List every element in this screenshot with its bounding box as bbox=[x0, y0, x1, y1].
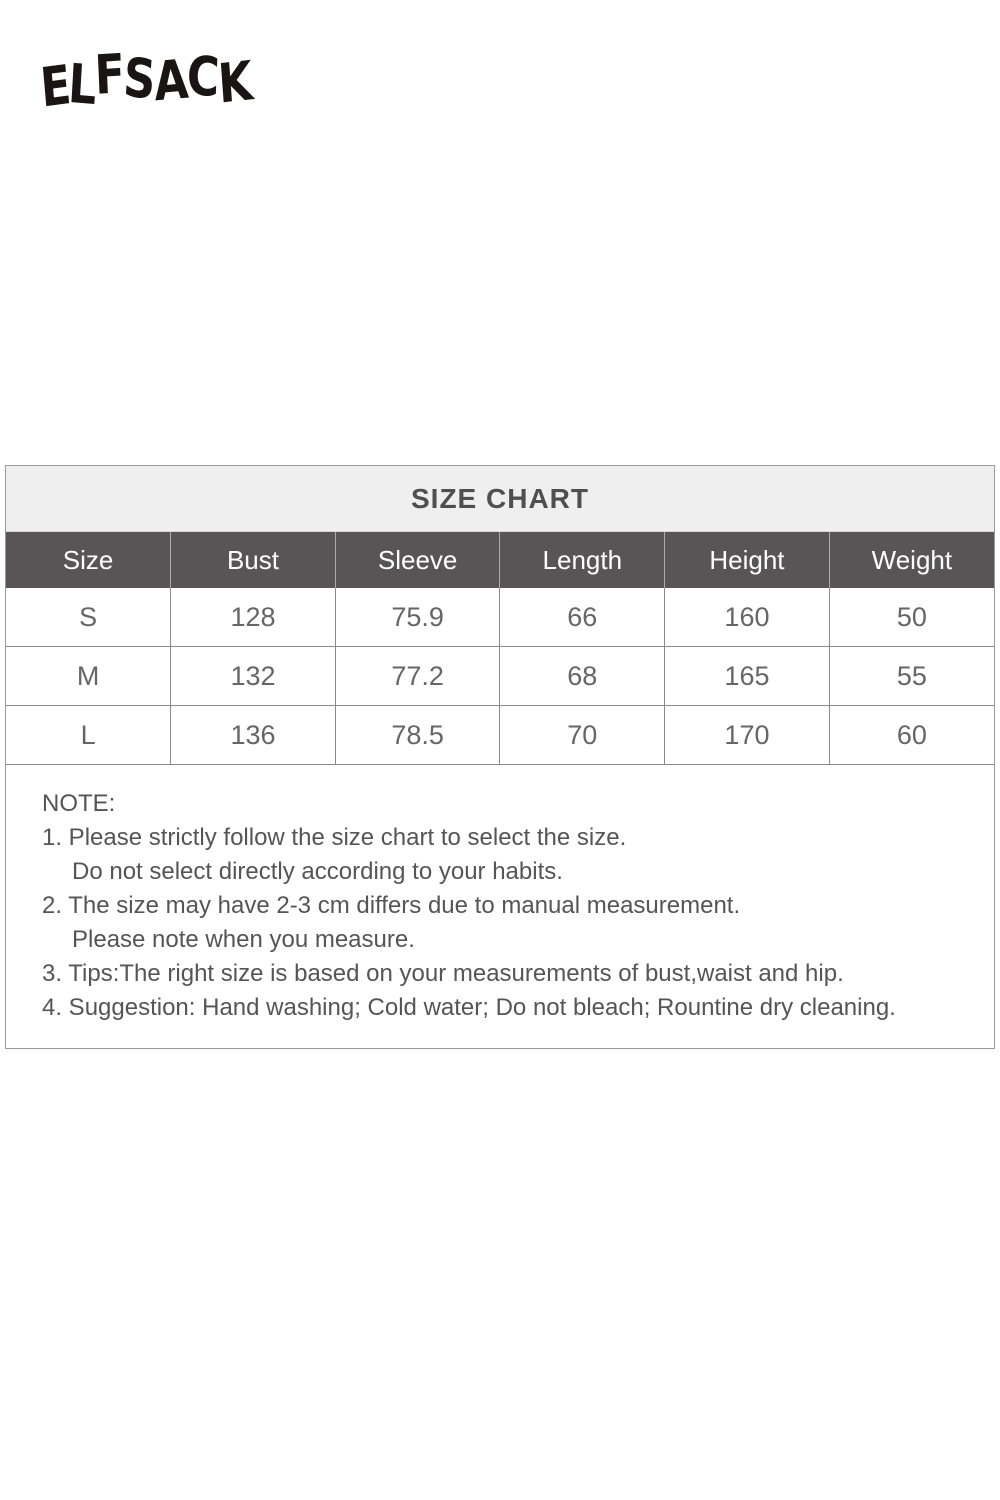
table-cell: 160 bbox=[664, 588, 830, 647]
table-cell: 68 bbox=[499, 646, 666, 706]
table-cell: L bbox=[6, 705, 172, 765]
note-line: Do not select directly according to your… bbox=[72, 858, 563, 885]
note-line: 2. The size may have 2-3 cm differs due … bbox=[42, 892, 741, 919]
size-chart-title: SIZE CHART bbox=[6, 466, 994, 532]
logo-text: ELFSACK bbox=[38, 42, 253, 120]
column-header: Bust bbox=[170, 532, 336, 588]
table-cell: 50 bbox=[829, 588, 994, 647]
table-cell: 165 bbox=[664, 646, 830, 706]
table-cell: 60 bbox=[829, 705, 994, 765]
table-cell: 136 bbox=[170, 705, 336, 765]
column-header: Sleeve bbox=[335, 532, 501, 588]
table-cell: 66 bbox=[499, 588, 666, 647]
notes-section: NOTE: 1. Please strictly follow the size… bbox=[6, 765, 994, 1025]
note-line: 1. Please strictly follow the size chart… bbox=[42, 824, 627, 851]
brand-logo: ELFSACK bbox=[38, 42, 253, 119]
column-header: Size bbox=[6, 532, 172, 588]
size-chart: SIZE CHART Size Bust Sleeve Length Heigh… bbox=[5, 465, 995, 1049]
column-header: Weight bbox=[829, 532, 994, 588]
note-line: 4. Suggestion: Hand washing; Cold water;… bbox=[42, 994, 896, 1021]
table-cell: 70 bbox=[499, 705, 666, 765]
table-cell: 170 bbox=[664, 705, 830, 765]
table-row: M 132 77.2 68 165 55 bbox=[6, 646, 994, 706]
table-row: S 128 75.9 66 160 50 bbox=[6, 588, 994, 647]
table-cell: M bbox=[6, 646, 172, 706]
table-cell: 78.5 bbox=[335, 705, 501, 765]
table-row: L 136 78.5 70 170 60 bbox=[6, 705, 994, 765]
column-header: Length bbox=[499, 532, 666, 588]
table-cell: 55 bbox=[829, 646, 994, 706]
column-header: Height bbox=[664, 532, 830, 588]
notes-heading: NOTE: bbox=[42, 790, 116, 817]
table-cell: 132 bbox=[170, 646, 336, 706]
table-cell: 75.9 bbox=[335, 588, 501, 647]
table-cell: 77.2 bbox=[335, 646, 501, 706]
table-header-row: Size Bust Sleeve Length Height Weight bbox=[6, 532, 994, 588]
table-cell: 128 bbox=[170, 588, 336, 647]
table-cell: S bbox=[6, 588, 172, 647]
note-line: Please note when you measure. bbox=[72, 926, 415, 953]
note-line: 3. Tips:The right size is based on your … bbox=[42, 960, 844, 987]
